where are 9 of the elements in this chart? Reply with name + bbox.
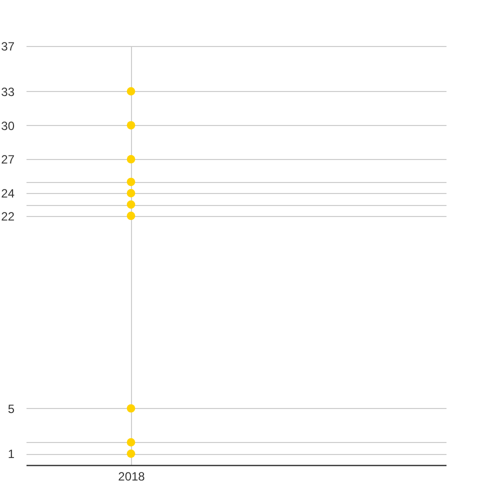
y-tick-label: 24 — [1, 186, 15, 201]
y-tick-label: 27 — [1, 152, 15, 167]
y-tick-label: 37 — [1, 40, 15, 54]
x-tick-label: 2018 — [118, 470, 146, 484]
y-tick-label: 33 — [1, 84, 15, 99]
y-tick-label: 22 — [1, 209, 15, 224]
y-tick-label: 5 — [8, 402, 15, 416]
y-tick-label: 1 — [8, 447, 15, 462]
y-tick-label: 30 — [1, 118, 15, 133]
